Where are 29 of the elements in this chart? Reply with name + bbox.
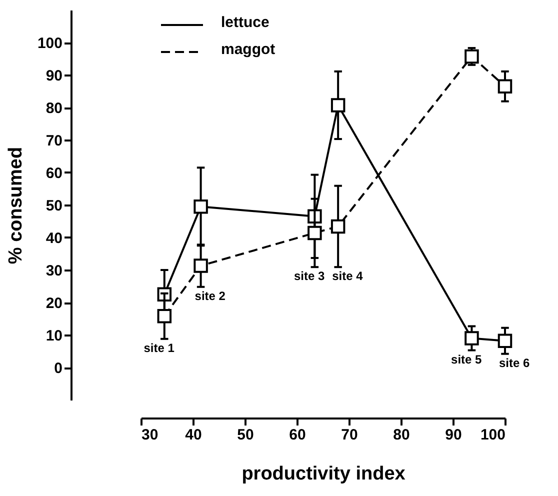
- x-tick-label: 80: [393, 426, 410, 444]
- annotation: site 4: [332, 269, 364, 284]
- y-tick-label: 0: [54, 360, 62, 377]
- y-tick-label: 10: [46, 328, 62, 344]
- y-tick-label: 100: [37, 35, 62, 52]
- y-axis-title: % consumed: [5, 146, 26, 264]
- y-tick-label: 40: [46, 230, 62, 247]
- annotation: site 3: [294, 269, 326, 284]
- annotation: site 5: [451, 352, 482, 366]
- x-axis-title: productivity index: [242, 464, 406, 484]
- x-tick-label: 90: [445, 426, 462, 444]
- annotation: site 6: [499, 356, 530, 370]
- annotation: site 1: [144, 340, 175, 355]
- y-tick-label: 30: [46, 262, 62, 280]
- legend-label: maggot: [221, 41, 276, 58]
- x-tick-label: 50: [237, 426, 254, 444]
- legend-label: lettuce: [221, 14, 270, 31]
- x-tick-label: 40: [185, 426, 202, 444]
- x-tick-label: 100: [480, 426, 506, 444]
- y-tick-label: 70: [46, 132, 62, 150]
- y-tick-label: 20: [46, 295, 62, 312]
- y-tick-label: 60: [46, 165, 62, 182]
- y-tick-label: 50: [46, 198, 62, 214]
- x-tick-label: 60: [289, 426, 306, 444]
- x-tick-label: 30: [142, 426, 158, 444]
- annotation: site 2: [194, 288, 226, 303]
- x-tick-label: 70: [341, 426, 358, 444]
- y-tick-label: 90: [46, 68, 62, 84]
- y-tick-label: 80: [46, 100, 62, 117]
